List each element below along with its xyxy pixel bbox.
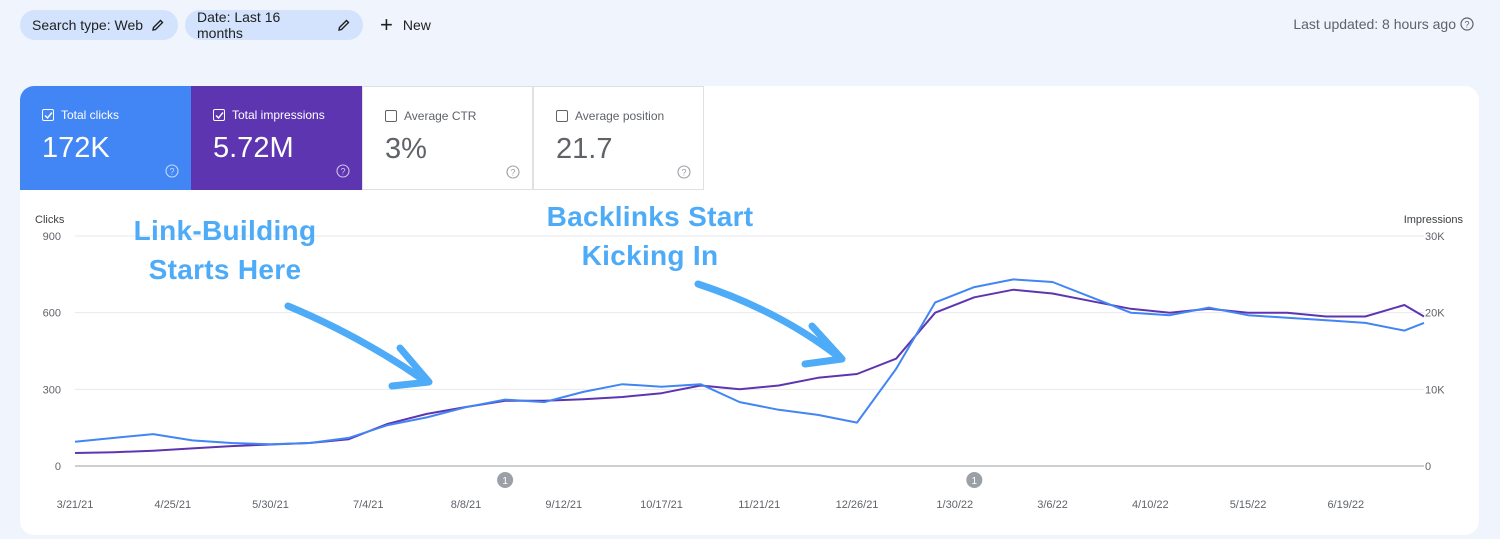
y2-tick-label: 0: [1425, 461, 1431, 473]
x-tick-label: 6/19/22: [1327, 499, 1364, 511]
date-range-chip[interactable]: Date: Last 16 months: [185, 9, 363, 41]
svg-text:?: ?: [681, 168, 686, 178]
series-line-impressions[interactable]: [74, 288, 1425, 454]
y2-axis-label: Impressions: [1404, 214, 1464, 226]
help-icon[interactable]: ?: [677, 165, 691, 179]
metric-label: Total impressions: [232, 108, 325, 122]
y2-tick-label: 20K: [1425, 308, 1445, 320]
x-tick-label: 5/15/22: [1230, 499, 1267, 511]
search-type-chip[interactable]: Search type: Web: [20, 10, 178, 40]
checkbox-checked-icon[interactable]: [42, 109, 54, 121]
y-tick-label: 600: [43, 308, 61, 320]
last-updated: Last updated: 8 hours ago ?: [1293, 16, 1474, 32]
search-type-label: Search type: Web: [32, 17, 144, 33]
event-marker[interactable]: 1: [497, 472, 514, 488]
pencil-icon: [337, 18, 351, 32]
metric-value: 21.7: [556, 133, 613, 165]
average-position-tile[interactable]: Average position 21.7 ?: [533, 86, 704, 190]
event-marker-label: 1: [502, 476, 508, 487]
x-tick-label: 12/26/21: [836, 499, 879, 511]
y-axis-label: Clicks: [35, 214, 65, 226]
annotation-backlinks: Backlinks Start Kicking In: [546, 201, 754, 271]
x-tick-label: 9/12/21: [545, 499, 582, 511]
checkbox-unchecked-icon[interactable]: [385, 110, 397, 122]
checkbox-unchecked-icon[interactable]: [556, 110, 568, 122]
help-icon[interactable]: ?: [336, 164, 350, 178]
y-tick-label: 900: [43, 231, 61, 243]
y2-tick-label: 30K: [1425, 231, 1445, 243]
filter-toolbar: Search type: Web Date: Last 16 months + …: [20, 9, 1500, 41]
checkbox-checked-icon[interactable]: [213, 109, 225, 121]
last-updated-text: Last updated: 8 hours ago: [1293, 16, 1456, 32]
y2-tick-label: 10K: [1425, 384, 1445, 396]
help-icon[interactable]: ?: [165, 164, 179, 178]
average-ctr-tile[interactable]: Average CTR 3% ?: [362, 86, 533, 190]
help-icon[interactable]: ?: [1460, 17, 1474, 31]
new-filter-button[interactable]: + New: [380, 10, 431, 40]
y-tick-label: 0: [55, 461, 61, 473]
metric-value: 5.72M: [213, 132, 294, 164]
x-tick-label: 8/8/21: [451, 499, 482, 511]
svg-text:?: ?: [1464, 20, 1469, 30]
metric-label: Average position: [575, 109, 665, 123]
annotation-link-building: Link-Building Starts Here: [133, 215, 317, 285]
y-tick-label: 300: [43, 384, 61, 396]
pencil-icon: [151, 18, 165, 32]
x-tick-label: 3/21/21: [57, 499, 94, 511]
event-marker[interactable]: 1: [966, 472, 983, 488]
series-line-clicks[interactable]: [74, 278, 1425, 446]
new-label: New: [402, 17, 431, 33]
x-tick-label: 4/10/22: [1132, 499, 1169, 511]
date-range-label: Date: Last 16 months: [197, 9, 281, 41]
metric-label: Total clicks: [61, 108, 120, 122]
svg-text:?: ?: [510, 168, 515, 178]
event-marker-label: 1: [972, 476, 978, 487]
x-tick-label: 7/4/21: [353, 499, 384, 511]
x-tick-label: 10/17/21: [640, 499, 683, 511]
metric-label: Average CTR: [404, 109, 477, 123]
x-tick-label: 1/30/22: [936, 499, 973, 511]
x-tick-label: 11/21/21: [738, 499, 780, 511]
total-clicks-tile[interactable]: Total clicks 172K ?: [20, 86, 191, 190]
performance-card: Total clicks 172K ? Total impressions 5.…: [20, 86, 1479, 535]
x-tick-label: 5/30/21: [252, 499, 289, 511]
x-tick-label: 3/6/22: [1037, 499, 1068, 511]
svg-text:?: ?: [169, 167, 174, 177]
plus-icon: +: [380, 12, 393, 37]
help-icon[interactable]: ?: [506, 165, 520, 179]
total-impressions-tile[interactable]: Total impressions 5.72M ?: [191, 86, 362, 190]
metric-value: 3%: [385, 133, 427, 165]
x-tick-label: 4/25/21: [154, 499, 191, 511]
metric-value: 172K: [42, 132, 110, 164]
svg-text:?: ?: [340, 167, 345, 177]
